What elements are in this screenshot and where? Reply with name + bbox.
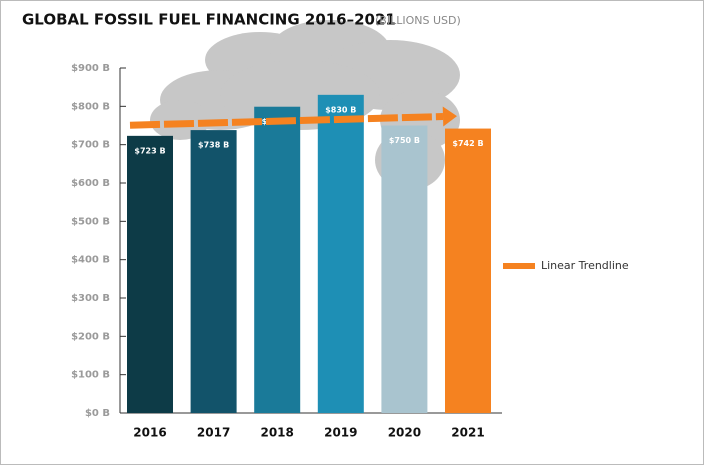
bar [317,94,364,413]
legend-label: Linear Trendline [541,259,629,272]
x-tick-label: 2017 [197,426,230,440]
chart-subtitle: (BILLIONS USD) [375,14,461,27]
x-tick-label: 2019 [324,426,357,440]
y-tick-label: $400 B [71,255,110,266]
y-tick-label: $100 B [71,370,110,381]
bar [445,128,491,414]
y-tick-label: $700 B [71,140,110,151]
x-tick-label: 2021 [451,426,484,440]
bar [254,106,301,413]
x-tick-label: 2020 [388,426,421,440]
x-tick-label: 2018 [260,426,293,440]
value-label: $723 B [134,146,165,155]
y-tick-label: $200 B [71,331,110,342]
trendline-arrow [442,106,457,127]
y-tick-label: $0 B [85,408,110,419]
chart-title: GLOBAL FOSSIL FUEL FINANCING 2016–2021 [22,11,396,29]
y-tick-label: $800 B [71,101,110,112]
trendline [129,113,444,129]
y-tick-label: $300 B [71,293,110,304]
value-label: $750 B [389,136,420,145]
value-label: $742 B [452,139,483,148]
value-label: $738 B [198,141,229,150]
y-tick-label: $900 B [71,63,110,74]
y-tick-label: $500 B [71,216,110,227]
value-label: $830 B [325,105,356,114]
y-tick-label: $600 B [71,178,110,189]
x-tick-label: 2016 [133,426,166,440]
bar [381,125,428,413]
bar [190,130,237,413]
bar [127,135,173,413]
